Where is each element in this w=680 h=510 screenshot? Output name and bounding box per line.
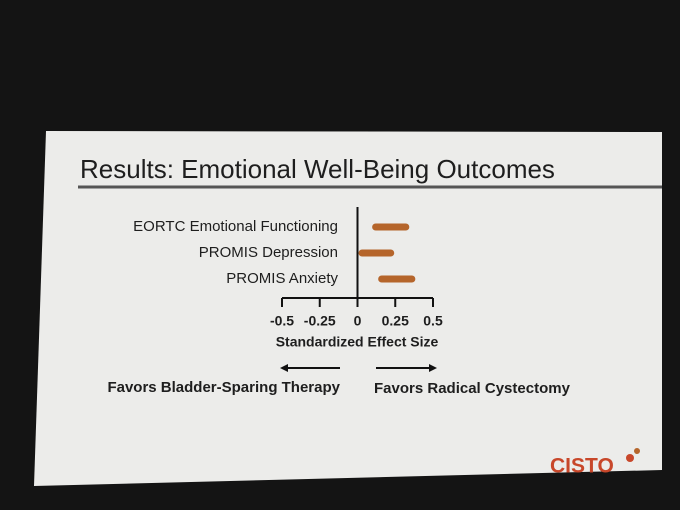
logo: CISTO (550, 455, 614, 478)
category-label: PROMIS Anxiety (226, 270, 338, 287)
annotation: Favors Bladder-Sparing Therapy (107, 379, 340, 396)
annotation: Favors Radical Cystectomy (374, 380, 571, 397)
x-tick-label: 0.5 (423, 313, 443, 329)
x-tick-label: -0.25 (304, 313, 336, 329)
right-arrow-head (429, 364, 437, 372)
logo-dot (626, 454, 634, 462)
category-label: PROMIS Depression (199, 244, 338, 261)
x-tick-label: 0 (354, 313, 362, 329)
left-arrow-head (280, 364, 288, 372)
category-label: EORTC Emotional Functioning (133, 218, 338, 235)
x-tick-label: 0.25 (382, 313, 409, 329)
x-axis-label: Standardized Effect Size (276, 334, 439, 350)
chart-title: Results: Emotional Well-Being Outcomes (80, 154, 555, 184)
logo-dot (634, 448, 640, 454)
slide (34, 131, 662, 486)
x-tick-label: -0.5 (270, 313, 294, 329)
